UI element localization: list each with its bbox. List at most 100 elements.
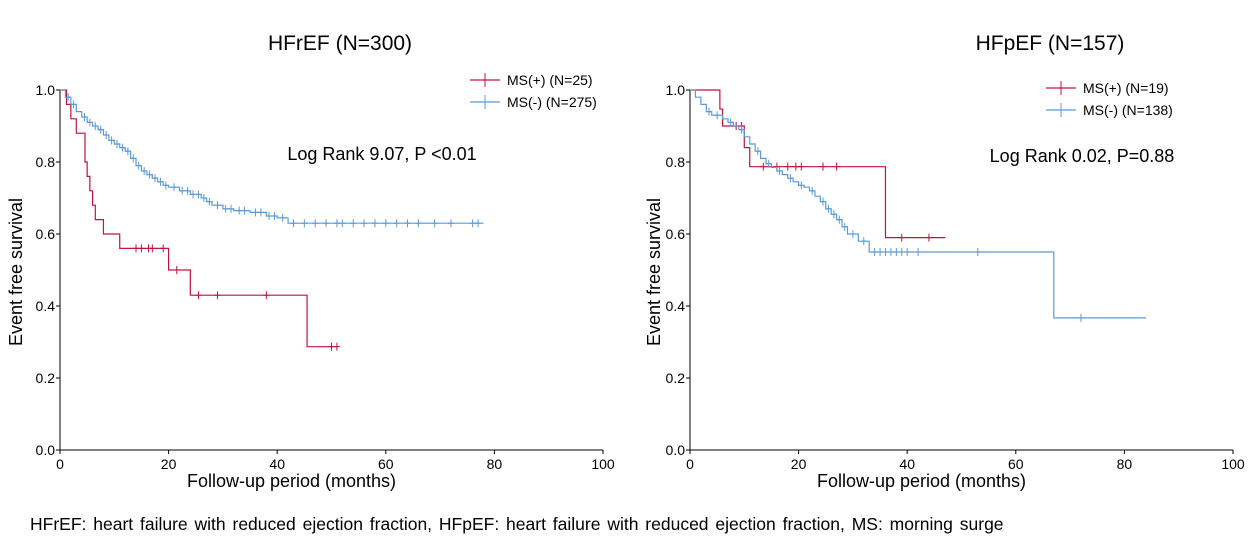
censor-mark <box>877 248 884 256</box>
censor-mark <box>279 213 286 222</box>
x-tick-label: 60 <box>378 456 394 472</box>
censor-mark <box>149 244 156 253</box>
censor-mark <box>371 219 378 228</box>
panel-hfpef: HFpEF (N=157) 0.0 0.2 0.4 0.6 0.8 1.0 0 20 40 60 80… <box>644 32 1245 491</box>
legend-label: MS(-) (N=138) <box>1083 102 1173 118</box>
x-axis-label: Follow-up period (months) <box>187 471 396 491</box>
censor-mark <box>825 204 832 213</box>
censor-mark <box>974 248 981 256</box>
censor-mark <box>475 219 482 228</box>
censor-mark <box>893 248 900 256</box>
censor-mark <box>124 147 131 156</box>
chart-title: HFrEF (N=300) <box>268 32 412 55</box>
censor-mark <box>328 342 335 351</box>
censor-mark <box>97 125 104 134</box>
censor-mark <box>904 248 911 256</box>
censor-mark <box>103 131 110 139</box>
censor-mark <box>200 194 207 202</box>
y-tick-label: 0.6 <box>36 226 56 242</box>
censor-mark <box>431 219 438 228</box>
censor-mark <box>141 167 148 175</box>
censor-mark <box>798 162 805 171</box>
censor-mark <box>404 219 411 228</box>
y-tick-label: 0.4 <box>36 298 56 314</box>
y-tick-label: 1.0 <box>36 82 56 98</box>
censor-mark <box>130 154 137 163</box>
censor-mark <box>135 161 142 170</box>
censor-mark <box>222 204 229 213</box>
censor-mark <box>138 244 145 253</box>
censor-mark <box>236 206 243 215</box>
x-tick-label: 80 <box>1117 456 1133 472</box>
censor-mark <box>114 140 121 148</box>
chart-title: HFpEF (N=157) <box>976 32 1125 55</box>
censor-mark <box>1077 313 1084 322</box>
censor-mark <box>146 170 153 179</box>
censor-mark <box>86 118 93 127</box>
censor-mark <box>152 174 159 183</box>
censor-mark <box>290 219 297 228</box>
censor-mark <box>820 197 827 206</box>
censor-mark <box>263 291 270 300</box>
y-tick-label: 0.4 <box>666 298 686 314</box>
censor-mark <box>195 190 202 199</box>
legend-label: MS(+) (N=25) <box>507 72 593 88</box>
x-tick-label: 20 <box>161 456 177 472</box>
censor-mark <box>162 181 169 190</box>
censor-mark <box>925 233 932 242</box>
censor-mark <box>792 162 799 171</box>
survival-curve-ms-positive <box>690 89 946 239</box>
censor-mark <box>841 222 848 231</box>
figure-caption: HFrEF: heart failure with reduced ejecti… <box>30 514 1004 534</box>
legend-label: MS(-) (N=275) <box>507 94 597 110</box>
censor-mark <box>157 177 164 186</box>
x-tick-label: 40 <box>899 456 915 472</box>
censor-mark <box>252 208 259 217</box>
censor-mark <box>92 122 99 130</box>
censor-mark <box>214 201 221 210</box>
censor-mark <box>714 111 721 120</box>
survival-curve-ms-negative <box>690 89 1147 319</box>
censor-mark <box>760 162 767 171</box>
x-tick-label: 20 <box>791 456 807 472</box>
censor-mark <box>469 219 476 228</box>
censor-mark <box>830 210 837 219</box>
censor-mark <box>350 219 357 228</box>
censor-mark <box>860 237 867 246</box>
censor-mark <box>119 143 126 152</box>
survival-curve-ms-positive <box>60 89 337 348</box>
y-tick-label: 1.0 <box>666 82 686 98</box>
censor-mark <box>415 219 422 228</box>
censor-mark <box>833 162 840 171</box>
censor-mark <box>382 219 389 228</box>
y-tick-label: 0.8 <box>666 154 686 170</box>
x-tick-label: 0 <box>686 456 694 472</box>
log-rank-annotation: Log Rank 0.02, P=0.88 <box>990 146 1175 166</box>
censor-mark <box>179 186 186 195</box>
x-tick-label: 100 <box>591 456 615 472</box>
censor-mark <box>206 197 213 206</box>
x-axis-label: Follow-up period (months) <box>817 471 1026 491</box>
censor-mark <box>738 125 745 134</box>
censor-mark <box>784 162 791 171</box>
censor-mark <box>754 147 761 156</box>
censor-mark <box>301 219 308 228</box>
censor-mark <box>312 219 319 228</box>
censor-mark <box>898 248 905 256</box>
censor-mark <box>898 233 905 242</box>
censor-mark <box>836 215 843 224</box>
censor-mark <box>173 266 180 274</box>
censor-mark <box>228 204 235 213</box>
censor-mark <box>361 219 368 228</box>
y-tick-label: 0.0 <box>36 442 56 458</box>
censor-mark <box>333 219 340 228</box>
x-tick-label: 0 <box>56 456 64 472</box>
censor-mark <box>171 183 178 192</box>
y-tick-label: 0.8 <box>36 154 56 170</box>
censor-mark <box>81 113 88 121</box>
censor-mark <box>195 291 202 300</box>
censor-mark <box>323 219 330 228</box>
censor-mark <box>70 100 77 109</box>
y-tick-label: 0.6 <box>666 226 686 242</box>
censor-mark <box>271 212 278 220</box>
